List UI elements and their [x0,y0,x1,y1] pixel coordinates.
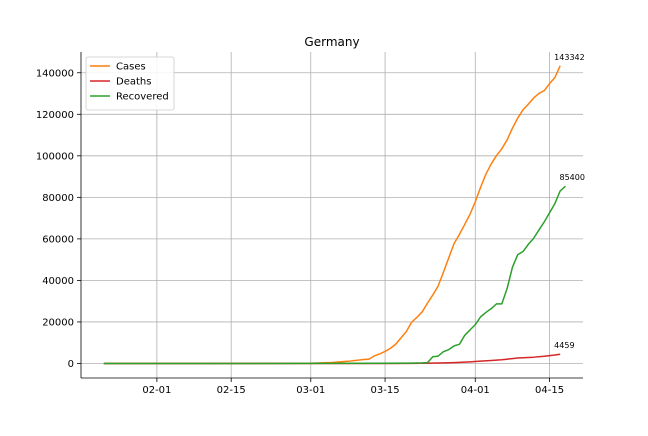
y-tick-label: 0 [68,359,74,370]
tick-labels: 02-01 02-15 03-01 03-15 04-01 04-15 0 20000 4000… [36,68,564,396]
y-tick-label: 20000 [42,317,74,328]
legend-label-deaths: Deaths [116,77,151,88]
y-tick-label: 140000 [36,68,74,79]
x-tick-label: 04-01 [461,385,490,396]
end-label-deaths: 4459 [554,341,574,350]
end-labels: 143342 4459 85400 [554,53,585,350]
x-tick-label: 02-01 [142,385,171,396]
legend-label-recovered: Recovered [116,92,169,103]
legend: Cases Deaths Recovered [85,56,175,111]
axes [77,52,583,382]
x-tick-label: 02-15 [217,385,246,396]
series-line-recovered [103,185,566,365]
y-tick-label: 60000 [42,234,74,245]
chart-title: Germany [304,35,359,49]
legend-label-cases: Cases [116,62,146,73]
y-tick-label: 120000 [36,110,74,121]
series-lines [103,65,566,365]
series-line-cases [103,65,561,365]
x-tick-label: 03-01 [296,385,325,396]
y-tick-label: 100000 [36,151,74,162]
end-label-cases: 143342 [554,53,585,62]
y-tick-label: 80000 [42,193,74,204]
x-tick-label: 03-15 [371,385,400,396]
grid [81,52,583,378]
x-tick-label: 04-15 [535,385,564,396]
end-label-recovered: 85400 [559,173,584,182]
y-tick-label: 40000 [42,276,74,287]
